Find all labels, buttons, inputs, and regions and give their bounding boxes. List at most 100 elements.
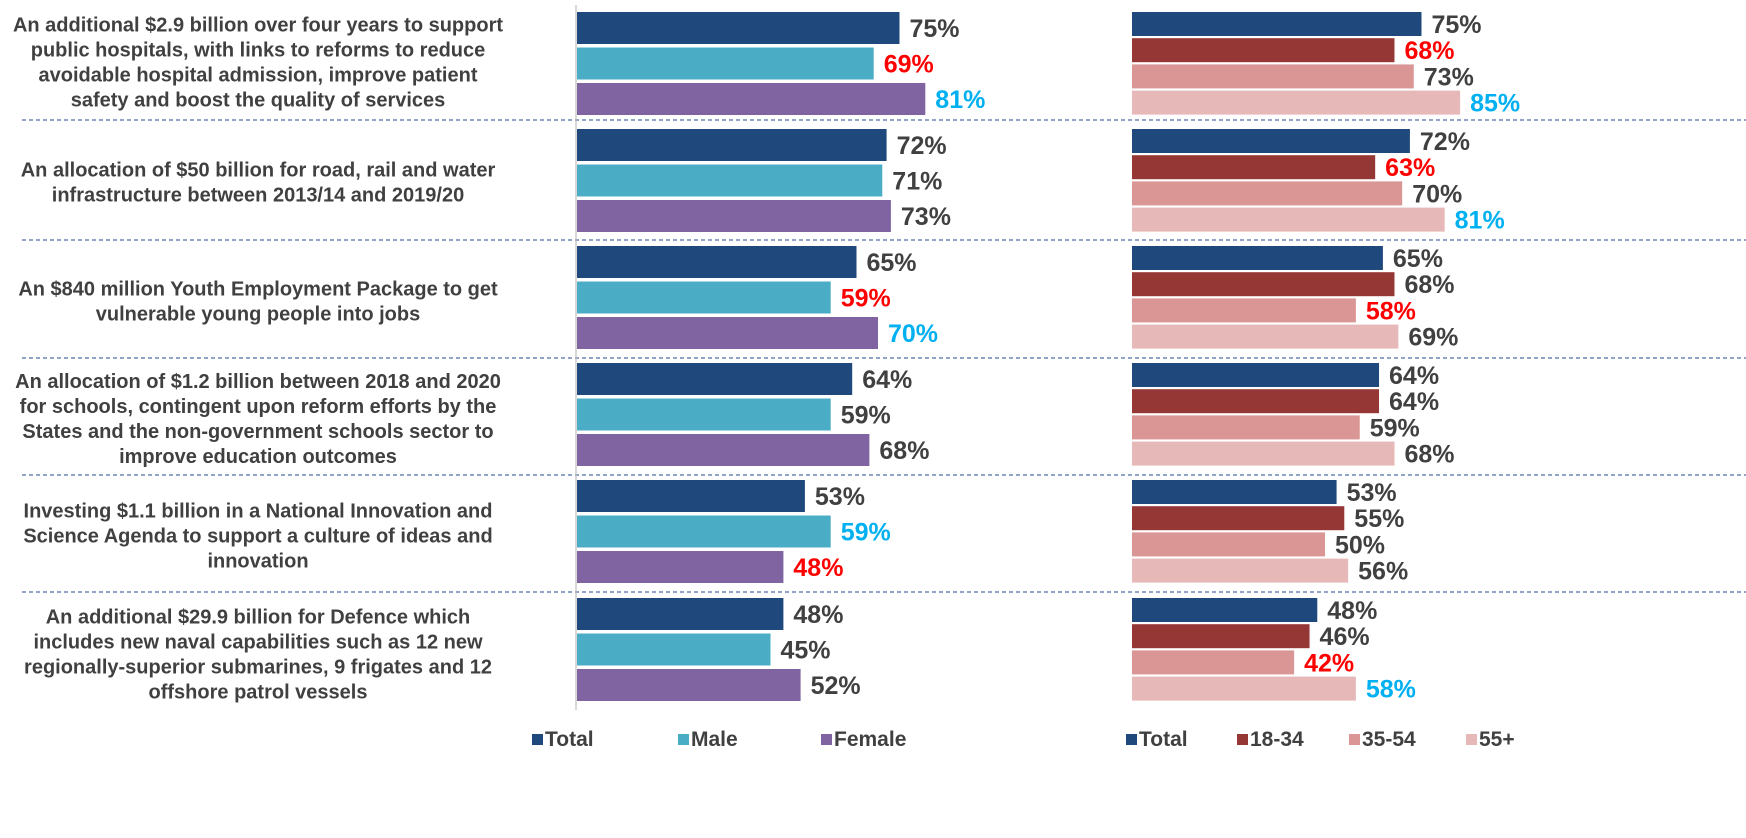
gender-value-label: 65% <box>867 249 917 277</box>
age-legend-label: 55+ <box>1479 728 1515 751</box>
gender-bar-male <box>577 398 831 431</box>
gender-legend-label: Female <box>834 728 906 751</box>
category-label-line: An additional $2.9 billion over four yea… <box>13 15 503 37</box>
age-bar-35-54 <box>1132 64 1414 89</box>
age-value-label: 68% <box>1404 441 1454 469</box>
age-value-label: 46% <box>1320 623 1370 651</box>
age-value-label: 64% <box>1389 388 1439 416</box>
category-label-line: An allocation of $50 billion for road, r… <box>21 160 496 182</box>
age-legend-swatch <box>1126 734 1137 745</box>
gender-legend-label: Total <box>545 728 594 751</box>
age-bar-55- <box>1132 558 1349 583</box>
gender-value-label: 48% <box>793 601 843 629</box>
age-value-label: 63% <box>1385 154 1435 182</box>
age-bar-35-54 <box>1132 650 1295 675</box>
gender-value-label: 72% <box>897 132 947 160</box>
gender-bar-female <box>577 83 926 115</box>
gender-bar-total <box>577 12 900 44</box>
age-bar-35-54 <box>1132 532 1325 557</box>
age-value-label: 48% <box>1327 597 1377 625</box>
category-label-line: safety and boost the quality of services <box>71 90 446 112</box>
gender-bar-total <box>577 363 853 395</box>
category-label: An additional $29.9 billion for Defence … <box>24 607 492 704</box>
category-label: An additional $2.9 billion over four yea… <box>13 15 503 112</box>
gender-bar-male <box>577 281 831 314</box>
gender-legend-label: Male <box>691 728 738 751</box>
category-label-line: avoidable hospital admission, improve pa… <box>39 65 478 87</box>
category-label-line: vulnerable young people into jobs <box>96 304 420 326</box>
gender-value-label: 71% <box>892 168 942 196</box>
gender-legend-swatch <box>821 734 832 745</box>
category-label-line: States and the non-government schools se… <box>22 421 493 443</box>
category-label-line: Science Agenda to support a culture of i… <box>23 526 492 548</box>
gender-bar-total <box>577 246 857 278</box>
age-value-label: 69% <box>1408 324 1458 352</box>
category-label-line: for schools, contingent upon reform effo… <box>20 396 497 418</box>
category-label-line: An $840 million Youth Employment Package… <box>18 279 498 301</box>
gender-legend-swatch <box>532 734 543 745</box>
age-bar-18-34 <box>1132 38 1395 63</box>
category-label-line: regionally-superior submarines, 9 frigat… <box>24 657 492 679</box>
gender-value-label: 68% <box>879 437 929 465</box>
age-legend-swatch <box>1237 734 1248 745</box>
age-value-label: 68% <box>1404 37 1454 65</box>
age-value-label: 85% <box>1470 90 1520 118</box>
gender-bar-total <box>577 598 784 630</box>
age-bar-18-34 <box>1132 624 1310 649</box>
gender-value-label: 59% <box>841 402 891 430</box>
category-label: An allocation of $1.2 billion between 20… <box>15 371 501 468</box>
age-bar-18-34 <box>1132 272 1395 297</box>
age-legend-swatch <box>1466 734 1477 745</box>
age-value-label: 56% <box>1358 558 1408 586</box>
gender-value-label: 53% <box>815 483 865 511</box>
gender-bar-male <box>577 47 874 80</box>
gender-value-label: 69% <box>884 51 934 79</box>
age-bar-total <box>1132 598 1318 622</box>
age-bar-35-54 <box>1132 415 1360 440</box>
category-label-line: innovation <box>207 551 308 573</box>
age-bar-35-54 <box>1132 298 1356 323</box>
gender-bar-male <box>577 515 831 548</box>
age-bar-18-34 <box>1132 506 1345 531</box>
age-legend-label: 18-34 <box>1250 728 1304 751</box>
category-label: An allocation of $50 billion for road, r… <box>21 160 496 207</box>
age-bar-18-34 <box>1132 155 1376 180</box>
age-bar-total <box>1132 12 1422 36</box>
age-legend-label: 35-54 <box>1362 728 1416 751</box>
gender-bar-total <box>577 129 887 161</box>
age-value-label: 64% <box>1389 362 1439 390</box>
category-label: An $840 million Youth Employment Package… <box>18 279 498 326</box>
age-legend-label: Total <box>1139 728 1188 751</box>
gender-value-label: 73% <box>901 203 951 231</box>
gender-bar-male <box>577 164 883 197</box>
age-bar-55- <box>1132 676 1356 701</box>
age-value-label: 42% <box>1304 649 1354 677</box>
age-value-label: 65% <box>1393 245 1443 273</box>
gender-value-label: 48% <box>793 554 843 582</box>
gender-legend-swatch <box>678 734 689 745</box>
gender-value-label: 70% <box>888 320 938 348</box>
category-label-line: Investing $1.1 billion in a National Inn… <box>24 501 493 523</box>
gender-value-label: 59% <box>841 519 891 547</box>
category-label-line: includes new naval capabilities such as … <box>33 632 483 654</box>
age-legend-swatch <box>1349 734 1360 745</box>
category-label-line: public hospitals, with links to reforms … <box>31 40 486 62</box>
age-bar-total <box>1132 129 1410 153</box>
gender-value-label: 75% <box>910 15 960 43</box>
age-value-label: 81% <box>1455 207 1505 235</box>
age-value-label: 58% <box>1366 297 1416 325</box>
gender-bar-female <box>577 200 891 232</box>
category-label-line: offshore patrol vessels <box>149 682 368 704</box>
gender-bar-female <box>577 434 870 466</box>
gender-value-label: 52% <box>811 672 861 700</box>
category-label-line: An allocation of $1.2 billion between 20… <box>15 371 501 393</box>
age-value-label: 58% <box>1366 676 1416 704</box>
gender-bar-female <box>577 669 801 701</box>
gender-bar-female <box>577 551 784 583</box>
gender-value-label: 81% <box>935 86 985 114</box>
category-label-line: infrastructure between 2013/14 and 2019/… <box>52 185 464 207</box>
age-value-label: 70% <box>1412 180 1462 208</box>
age-value-label: 68% <box>1404 271 1454 299</box>
